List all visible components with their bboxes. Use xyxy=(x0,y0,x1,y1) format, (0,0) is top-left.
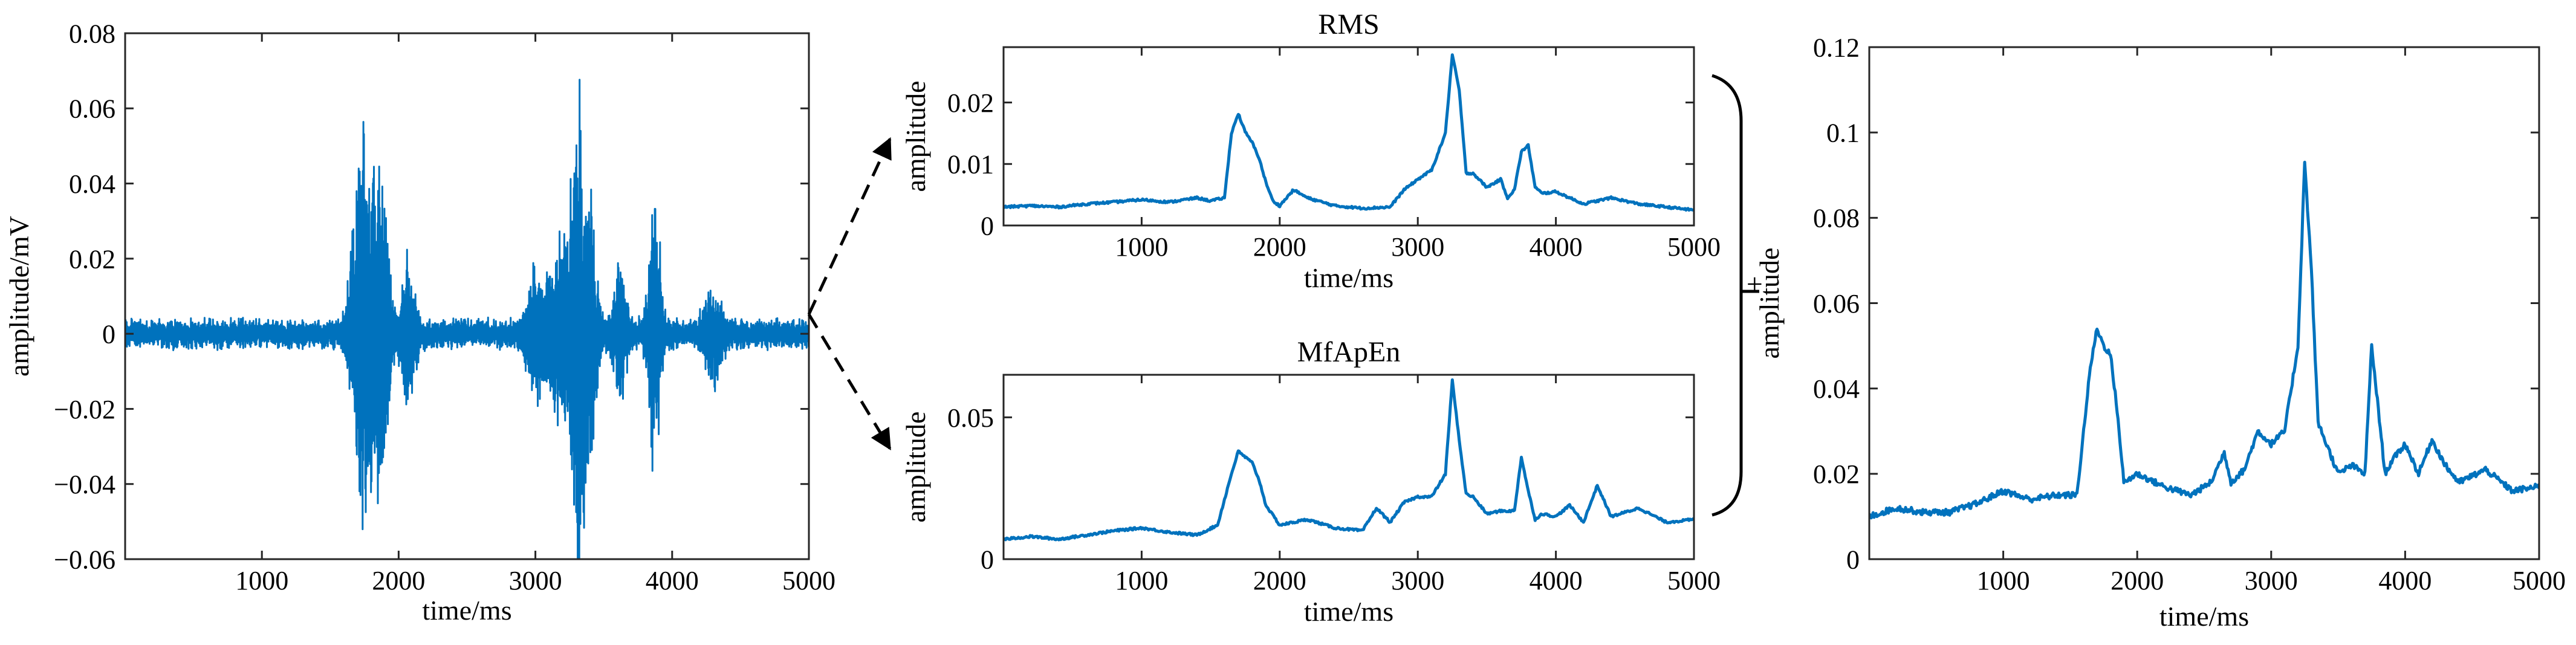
emg-ytick-label: 0 xyxy=(102,320,115,349)
emg-xlabel: time/ms xyxy=(422,595,511,626)
mfapen-ytick-label: 0.05 xyxy=(947,403,994,433)
emg-xtick-label: 2000 xyxy=(372,566,425,595)
emg-axes-box xyxy=(124,32,810,560)
rms-title: RMS xyxy=(1318,8,1379,41)
combination-brace xyxy=(1711,74,1743,517)
combined-xtick-label: 3000 xyxy=(2245,566,2298,595)
mfapen-xtick-label: 3000 xyxy=(1391,566,1444,595)
mfapen-xtick-label: 1000 xyxy=(1115,566,1168,595)
rms-xtick-label: 1000 xyxy=(1115,232,1168,262)
emg-ytick-label: −0.04 xyxy=(54,470,115,499)
rms-series-line-0 xyxy=(1004,53,1694,212)
combined-ytick-label: 0.1 xyxy=(1826,118,1860,148)
rms-axes-box xyxy=(1002,46,1695,227)
combined-axes-box xyxy=(1868,46,2540,560)
mfapen-title: MfApEn xyxy=(1297,336,1401,368)
mfapen-xtick-label: 4000 xyxy=(1530,566,1583,595)
emg-ytick-label: 0.06 xyxy=(69,94,115,124)
mfapen-xlabel: time/ms xyxy=(1304,596,1393,627)
arrow-to-mfapen xyxy=(807,313,892,450)
emg-xtick-label: 1000 xyxy=(235,566,288,595)
emg-ytick-label: −0.02 xyxy=(54,395,115,424)
combined-series-line-0 xyxy=(1869,160,2539,520)
combined-ytick-label: 0.08 xyxy=(1813,204,1860,233)
combined-xtick-label: 5000 xyxy=(2513,566,2566,595)
combined-ytick-label: 0.06 xyxy=(1813,289,1860,319)
mfapen-xtick-label: 2000 xyxy=(1253,566,1306,595)
combined-feature-panel: 1000 2000 3000 4000 5000 0 0.02 0.04 0.06 0.08 0.1… xyxy=(1754,33,2566,632)
emg-ytick-label: 0.04 xyxy=(69,169,115,199)
emg-ylabel: amplitude/mV xyxy=(4,216,34,377)
emg-signal-panel: 1000 2000 3000 4000 5000 −0.06 −0.04 −0.02 0 0.02… xyxy=(4,19,835,626)
combined-ytick-label: 0.04 xyxy=(1813,374,1860,404)
combined-xlabel: time/ms xyxy=(2159,601,2249,632)
emg-ytick-label: 0.08 xyxy=(69,19,115,48)
emg-series-line-0 xyxy=(125,79,809,559)
rms-xtick-label: 5000 xyxy=(1667,232,1721,262)
emg-ytick-label: −0.06 xyxy=(54,545,115,574)
combined-xtick-label: 2000 xyxy=(2110,566,2164,595)
arrow-to-rms xyxy=(807,137,892,316)
emg-xtick-label: 3000 xyxy=(509,566,562,595)
rms-xtick-label: 4000 xyxy=(1530,232,1583,262)
plus-label: + xyxy=(1739,276,1771,292)
mfapen-panel: 1000 2000 3000 4000 5000 0 0.05 time/ms amplitud… xyxy=(900,336,1721,627)
rms-ytick-label: 0.01 xyxy=(947,150,994,180)
emg-xtick-label: 5000 xyxy=(782,566,835,595)
mfapen-axes-box xyxy=(1002,374,1695,560)
connectors: + xyxy=(807,74,1771,517)
combined-xtick-label: 1000 xyxy=(1977,566,2030,595)
emg-xtick-label: 4000 xyxy=(646,566,699,595)
combined-xtick-label: 4000 xyxy=(2378,566,2432,595)
combined-ylabel: amplitude xyxy=(1754,248,1785,359)
rms-xtick-label: 2000 xyxy=(1253,232,1306,262)
rms-xtick-label: 3000 xyxy=(1391,232,1444,262)
mfapen-xtick-label: 5000 xyxy=(1667,566,1721,595)
combined-ytick-label: 0 xyxy=(1846,545,1860,574)
rms-ytick-label: 0 xyxy=(981,211,994,241)
combined-ytick-label: 0.02 xyxy=(1813,459,1860,489)
combined-ytick-label: 0.12 xyxy=(1813,33,1860,62)
rms-panel: 1000 2000 3000 4000 5000 0 0.01 0.02 time/ms ampl… xyxy=(900,8,1721,293)
rms-ylabel: amplitude xyxy=(900,81,931,192)
rms-ytick-label: 0.02 xyxy=(947,88,994,118)
rms-xlabel: time/ms xyxy=(1304,262,1393,293)
mfapen-ytick-label: 0 xyxy=(981,545,994,574)
mfapen-series-line-0 xyxy=(1004,378,1694,542)
emg-ytick-label: 0.02 xyxy=(69,244,115,274)
mfapen-ylabel: amplitude xyxy=(900,412,931,523)
